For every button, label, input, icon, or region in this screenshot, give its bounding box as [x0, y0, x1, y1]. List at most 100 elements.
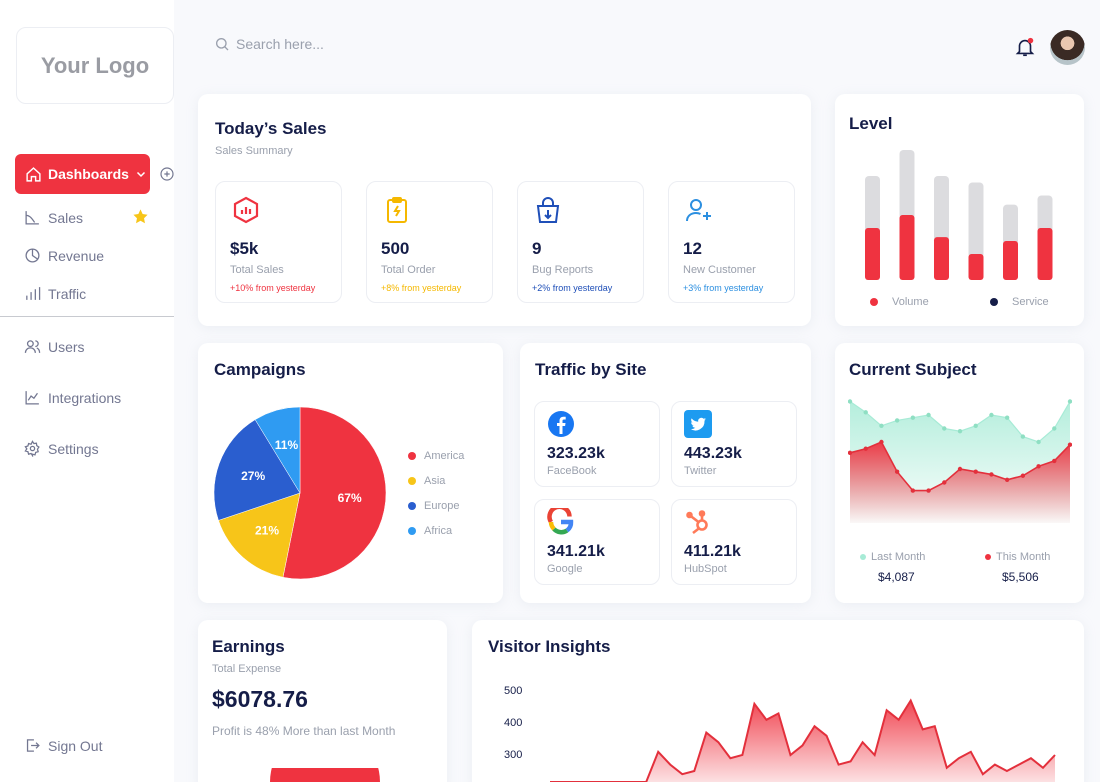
legend-asia: Asia [408, 475, 445, 487]
sidebar-item-revenue[interactable]: Revenue [24, 247, 104, 264]
legend-dot [408, 452, 416, 460]
facebook-icon [548, 411, 574, 437]
stat-label: Bug Reports [532, 264, 594, 276]
pie-slice-label: 27% [241, 469, 265, 483]
legend-dot [985, 554, 991, 560]
avatar[interactable] [1050, 30, 1085, 65]
site-card-hubspot[interactable]: 411.21k HubSpot [671, 499, 797, 585]
stat-card-bug-reports[interactable]: 9 Bug Reports +2% from yesterday [517, 181, 644, 303]
star-icon[interactable] [132, 208, 149, 225]
sidebar-divider [0, 316, 174, 317]
data-point [894, 418, 900, 423]
sidebar-item-label: Traffic [48, 285, 87, 302]
stat-change: +3% from yesterday [683, 283, 764, 293]
search-bar[interactable]: Search here... [214, 36, 324, 52]
sidebar-item-label: Users [48, 338, 85, 355]
traffic-by-site-title: Traffic by Site [535, 360, 647, 379]
data-point [910, 415, 916, 420]
sidebar-item-sales[interactable]: Sales [24, 209, 83, 226]
sidebar-item-integrations[interactable]: Integrations [24, 389, 121, 406]
stat-card-new-customer[interactable]: 12 New Customer +3% from yesterday [668, 181, 795, 303]
legend-africa: Africa [408, 525, 452, 537]
data-point [894, 469, 900, 474]
data-point [1020, 473, 1026, 478]
bar-service [968, 182, 984, 258]
sidebar-item-label: Sales [48, 209, 84, 226]
campaigns-title: Campaigns [214, 360, 306, 379]
pie-slice [282, 406, 387, 580]
data-point [879, 423, 884, 428]
todays-sales-subtitle: Sales Summary [215, 145, 293, 157]
bar-volume [899, 215, 915, 280]
sidebar-item-label: Dashboards [48, 166, 129, 182]
data-point [926, 412, 931, 418]
add-circle-icon[interactable] [159, 166, 175, 182]
site-value: 443.23k [684, 445, 742, 462]
hubspot-icon [686, 510, 708, 535]
legend-label: Asia [424, 475, 446, 487]
data-point [1004, 415, 1010, 420]
integrations-icon [25, 391, 39, 405]
sidebar-item-users[interactable]: Users [24, 338, 85, 355]
data-point [973, 423, 978, 428]
legend-dot [860, 554, 866, 560]
stat-value: 12 [683, 239, 702, 258]
site-card-facebook[interactable]: 323.23k FaceBook [534, 401, 660, 487]
sign-out-label: Sign Out [48, 737, 103, 754]
level-bar-chart [865, 150, 1053, 280]
stat-value: $5k [230, 239, 259, 258]
data-point [1067, 399, 1072, 404]
search-input[interactable]: Search here... [236, 36, 324, 52]
legend-label: Africa [424, 525, 453, 537]
logo[interactable]: Your Logo [16, 27, 174, 104]
site-card-twitter[interactable]: 443.23k Twitter [671, 401, 797, 487]
data-point [1067, 442, 1072, 447]
pie-slice [218, 492, 301, 578]
y-tick-label: 300 [504, 749, 523, 761]
visitor-area [550, 700, 1055, 782]
legend-label: Last Month [871, 551, 926, 563]
sidebar-item-label: Settings [48, 440, 99, 457]
home-icon [26, 166, 41, 182]
current-subject-area-chart [848, 399, 1072, 523]
legend-service: Service [990, 296, 1049, 308]
data-point [989, 412, 994, 418]
bar-service [1003, 204, 1018, 245]
stat-change: +8% from yesterday [381, 283, 462, 293]
pie-chart-icon [25, 248, 40, 263]
site-card-google[interactable]: 341.21k Google [534, 499, 660, 585]
bar-volume [1037, 228, 1053, 280]
bell-icon[interactable] [1014, 36, 1036, 58]
sidebar: Your Logo Dashboards Sales Revenue Traff… [0, 0, 174, 782]
stat-card-total-sales[interactable]: $5k Total Sales +10% from yesterday [215, 181, 342, 303]
site-label: Twitter [684, 465, 717, 477]
data-point [1020, 434, 1026, 439]
current-subject-title: Current Subject [849, 360, 977, 379]
data-point [957, 466, 963, 472]
legend-volume: Volume [870, 296, 929, 308]
data-point [910, 488, 916, 493]
data-point [973, 469, 978, 474]
legend-dot [408, 527, 416, 535]
sidebar-item-label: Integrations [48, 389, 122, 406]
site-label: FaceBook [547, 465, 597, 477]
data-point [848, 450, 853, 455]
stat-card-total-order[interactable]: 500 Total Order +8% from yesterday [366, 181, 493, 303]
level-title: Level [849, 114, 893, 133]
legend-europe: Europe [408, 500, 459, 512]
chevron-down-icon [136, 171, 145, 178]
visitor-insights-area-chart [550, 698, 1056, 782]
sidebar-item-traffic[interactable]: Traffic [24, 285, 86, 302]
todays-sales-title: Today’s Sales [215, 119, 327, 138]
data-point [989, 472, 994, 477]
area-this-month [850, 442, 1070, 523]
y-tick-label: 400 [504, 717, 523, 729]
sidebar-item-dashboards[interactable]: Dashboards [15, 154, 150, 194]
pie-slice-label: 21% [255, 523, 279, 537]
legend-label: This Month [996, 551, 1051, 563]
pie-slice [254, 406, 301, 494]
sign-out-button[interactable]: Sign Out [24, 737, 102, 754]
earnings-subtitle: Total Expense [212, 663, 282, 675]
data-point [879, 439, 884, 445]
sidebar-item-settings[interactable]: Settings [24, 440, 99, 457]
